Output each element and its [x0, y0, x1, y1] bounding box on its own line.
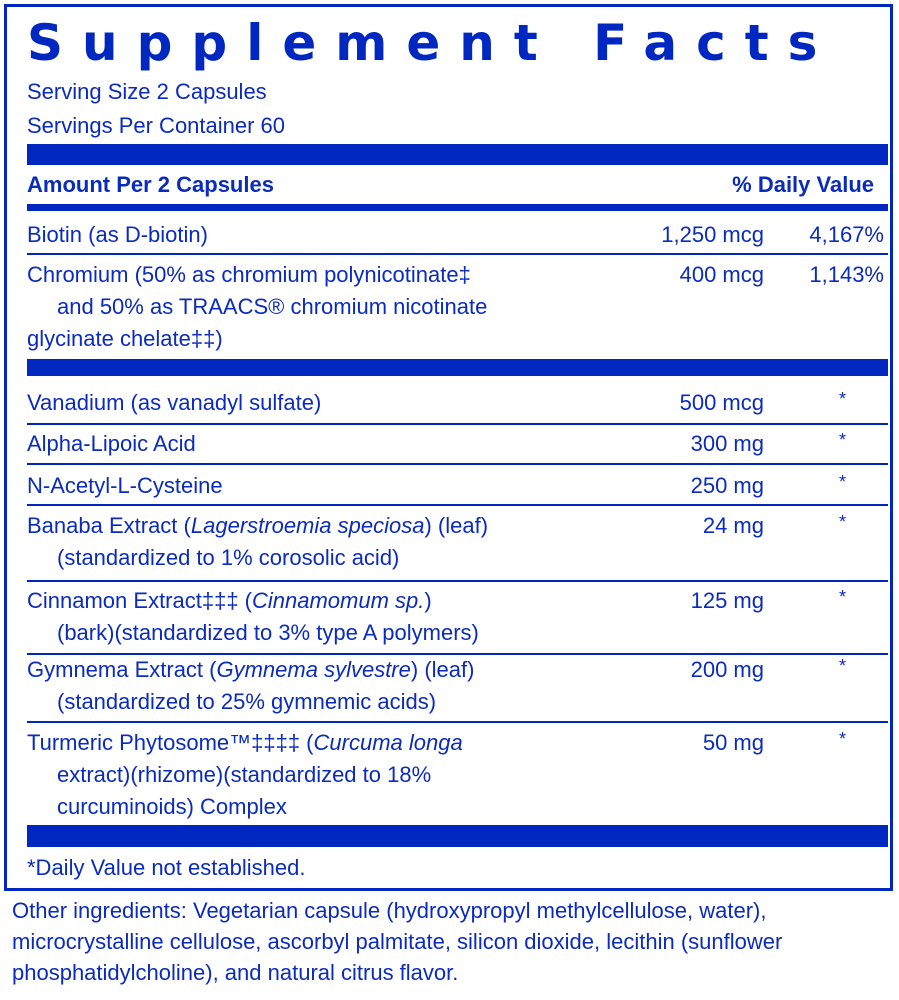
row-divider: [27, 463, 888, 465]
nutrient-dv: 1,143%: [809, 262, 884, 287]
ingredient-amount: 24 mg: [702, 513, 764, 538]
thick-divider: [27, 144, 888, 165]
ingredient-name: Turmeric Phytosome™‡‡‡‡ (: [27, 730, 314, 755]
ingredient-name: Alpha-Lipoic Acid: [27, 431, 196, 456]
ingredient-standardization: (standardized to 25% gymnemic acids): [57, 689, 437, 714]
ingredient-name: N-Acetyl-L-Cysteine: [27, 473, 223, 498]
nutrient-name-cont: glycinate chelate‡‡): [27, 326, 223, 351]
ingredient-amount: 125 mg: [690, 588, 764, 613]
ingredient-dv: *: [838, 512, 846, 532]
ingredient-name: Banaba Extract (: [27, 513, 191, 538]
ingredient-dv: *: [838, 729, 846, 749]
ingredient-dv: *: [838, 472, 846, 492]
ingredient-dv: *: [838, 587, 846, 607]
ingredient-dv: *: [838, 656, 846, 676]
ingredient-standardization: curcuminoids) Complex: [57, 794, 287, 819]
ingredient-amount: 300 mg: [690, 431, 764, 456]
other-ingredients: Other ingredients: Vegetarian capsule (h…: [12, 898, 783, 985]
ingredient-amount: 250 mg: [690, 473, 764, 498]
ingredient-amount: 50 mg: [702, 730, 764, 755]
thick-divider: [27, 825, 888, 847]
botanical-name: Gymnema sylvestre: [216, 657, 411, 682]
servings-per-container: Servings Per Container 60: [27, 113, 286, 138]
row-divider: [27, 423, 888, 425]
serving-size: Serving Size 2 Capsules: [27, 79, 267, 104]
ingredient-name: Cinnamon Extract‡‡‡ (: [27, 588, 252, 613]
footnote: *Daily Value not established.: [27, 855, 306, 880]
ingredient-name: Vanadium (as vanadyl sulfate): [27, 390, 322, 415]
row-divider: [27, 504, 888, 506]
nutrient-amount: 400 mcg: [679, 262, 764, 287]
row-divider: [27, 253, 888, 255]
ingredient-part: ) (leaf): [424, 513, 489, 538]
nutrient-name-cont: and 50% as TRAACS® chromium nicotinate: [57, 294, 488, 319]
amount-per-serving-header: Amount Per 2 Capsules: [27, 172, 274, 197]
panel-title: Supplement Facts: [27, 14, 837, 72]
row-divider: [27, 721, 888, 723]
botanical-name: Cinnamomum sp.: [252, 588, 425, 613]
row-divider: [27, 653, 888, 655]
medium-divider: [27, 204, 888, 211]
nutrient-dv: 4,167%: [809, 222, 884, 247]
ingredient-part: ) (leaf): [410, 657, 475, 682]
nutrient-name: Biotin (as D-biotin): [27, 222, 208, 247]
botanical-name: Curcuma longa: [313, 730, 463, 755]
supplement-facts-panel: Supplement Facts Serving Size 2 Capsules…: [4, 4, 893, 891]
ingredient-standardization: (bark)(standardized to 3% type A polymer…: [57, 620, 479, 645]
ingredient-dv: *: [838, 389, 846, 409]
ingredient-standardization: extract)(rhizome)(standardized to 18%: [57, 762, 432, 787]
nutrient-name: Chromium (50% as chromium polynicotinate…: [27, 262, 471, 287]
ingredient-standardization: (standardized to 1% corosolic acid): [57, 545, 400, 570]
ingredient-part: ): [424, 588, 432, 613]
row-divider: [27, 580, 888, 582]
botanical-name: Lagerstroemia speciosa: [190, 513, 425, 538]
ingredient-amount: 500 mcg: [679, 390, 764, 415]
ingredient-name: Gymnema Extract (: [27, 657, 217, 682]
nutrient-amount: 1,250 mcg: [661, 222, 764, 247]
thick-divider: [27, 359, 888, 376]
daily-value-header: % Daily Value: [732, 172, 874, 197]
ingredient-amount: 200 mg: [690, 657, 764, 682]
ingredient-dv: *: [838, 430, 846, 450]
